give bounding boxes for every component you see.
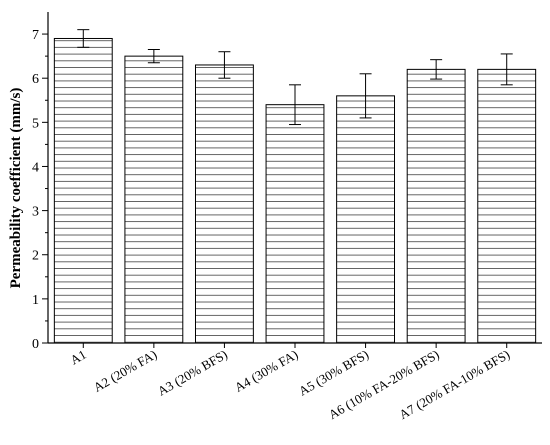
y-tick-label-1: 1 <box>32 293 39 308</box>
bar-2 <box>124 55 184 344</box>
x-tick-label-4: A4 (30% FA) <box>232 347 301 395</box>
y-tick-label-3: 3 <box>32 205 39 220</box>
bar-6 <box>406 68 466 344</box>
error-bar-6 <box>430 59 443 80</box>
x-tick-label-1: A1 <box>68 347 89 368</box>
error-bars-layer <box>77 29 513 126</box>
y-tick-label-4: 4 <box>32 160 39 175</box>
y-tick-label-0: 0 <box>32 337 39 352</box>
y-tick-label-5: 5 <box>32 116 39 131</box>
y-axis-title: Permeability coefficient (mm/s) <box>8 88 24 289</box>
error-bar-1 <box>77 29 90 48</box>
bar-1 <box>53 37 113 344</box>
x-tick-label-2: A2 (20% FA) <box>91 347 160 395</box>
bar-5 <box>336 95 396 344</box>
x-tick-label-3: A3 (20% BFS) <box>155 347 230 399</box>
error-bar-3 <box>218 51 231 79</box>
y-tick-label-2: 2 <box>32 249 39 264</box>
error-bar-2 <box>147 49 160 64</box>
y-tick-label-6: 6 <box>32 72 39 87</box>
bars-layer <box>53 37 537 344</box>
bar-7 <box>477 68 537 344</box>
error-bar-7 <box>500 53 513 86</box>
bar-4 <box>265 104 325 344</box>
bar-3 <box>194 64 254 344</box>
y-tick-label-7: 7 <box>32 28 39 43</box>
error-bar-4 <box>289 84 301 126</box>
error-bar-5 <box>359 73 372 119</box>
